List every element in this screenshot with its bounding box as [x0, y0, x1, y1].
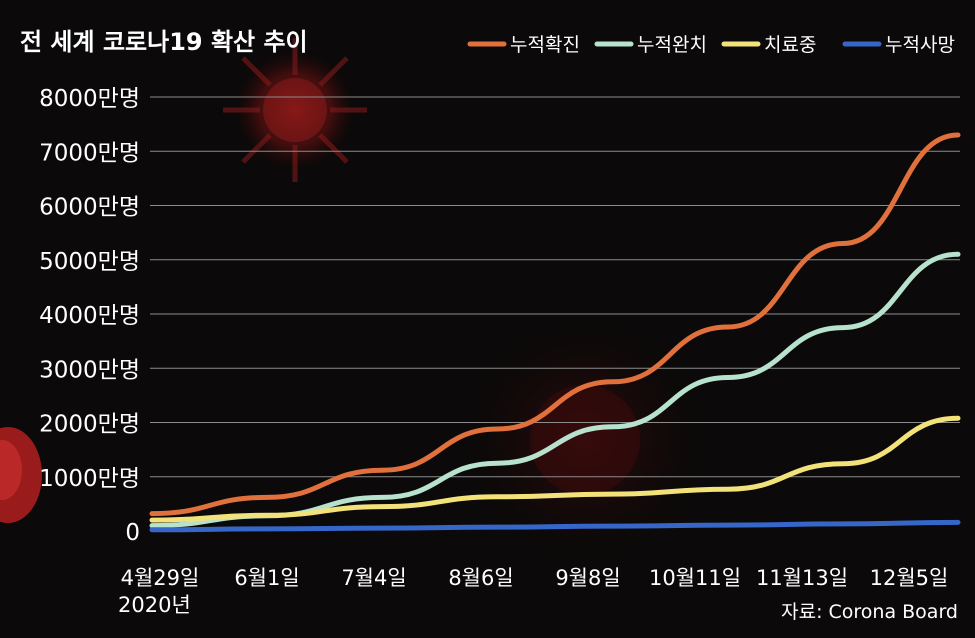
x-axis-sublabel-year: 2020년	[118, 593, 191, 617]
y-tick-label: 4000만명	[39, 303, 140, 329]
y-tick-label: 5000만명	[39, 249, 140, 275]
x-tick-label: 6월1일	[234, 566, 299, 590]
virus-illustration-middle	[465, 320, 705, 560]
y-axis-tick-labels: 0 1000만명 2000만명 3000만명 4000만명 5000만명 6000만명 700…	[39, 86, 140, 546]
y-tick-label: 8000만명	[39, 86, 140, 112]
x-tick-label: 8월6일	[448, 566, 513, 590]
chart-series	[149, 132, 961, 533]
x-axis-tick-labels: 4월29일 6월1일 7월4일 8월6일 9월8일 10월11일 11월13일 12월5일	[121, 566, 949, 590]
virus-illustration-left-edge	[0, 427, 42, 523]
y-tick-label: 7000만명	[39, 140, 140, 166]
x-tick-label: 12월5일	[870, 566, 949, 590]
y-tick-label: 0	[125, 520, 140, 546]
source-credit: 자료: Corona Board	[781, 601, 958, 623]
legend-label: 치료중	[764, 34, 816, 56]
x-tick-label: 4월29일	[121, 566, 200, 590]
legend-label: 누적확진	[510, 34, 580, 56]
series-line	[149, 519, 961, 533]
virus-illustration-top	[223, 38, 367, 182]
x-tick-label: 10월11일	[649, 566, 741, 590]
legend-label: 누적사망	[885, 34, 955, 56]
virus-background-decoration	[0, 38, 705, 560]
chart-legend: 누적확진 누적완치 치료중 누적사망	[467, 34, 955, 56]
y-tick-label: 6000만명	[39, 195, 140, 221]
x-tick-label: 11월13일	[756, 566, 848, 590]
chart-gridlines	[150, 96, 960, 478]
x-tick-label: 7월4일	[341, 566, 406, 590]
y-tick-label: 2000만명	[39, 412, 140, 438]
y-tick-label: 3000만명	[39, 357, 140, 383]
x-tick-label: 9월8일	[555, 566, 620, 590]
legend-label: 누적완치	[637, 34, 707, 56]
y-tick-label: 1000만명	[39, 466, 140, 492]
chart-title: 전 세계 코로나19 확산 추이	[20, 28, 308, 56]
series-line	[149, 415, 961, 523]
series-line	[149, 132, 961, 517]
